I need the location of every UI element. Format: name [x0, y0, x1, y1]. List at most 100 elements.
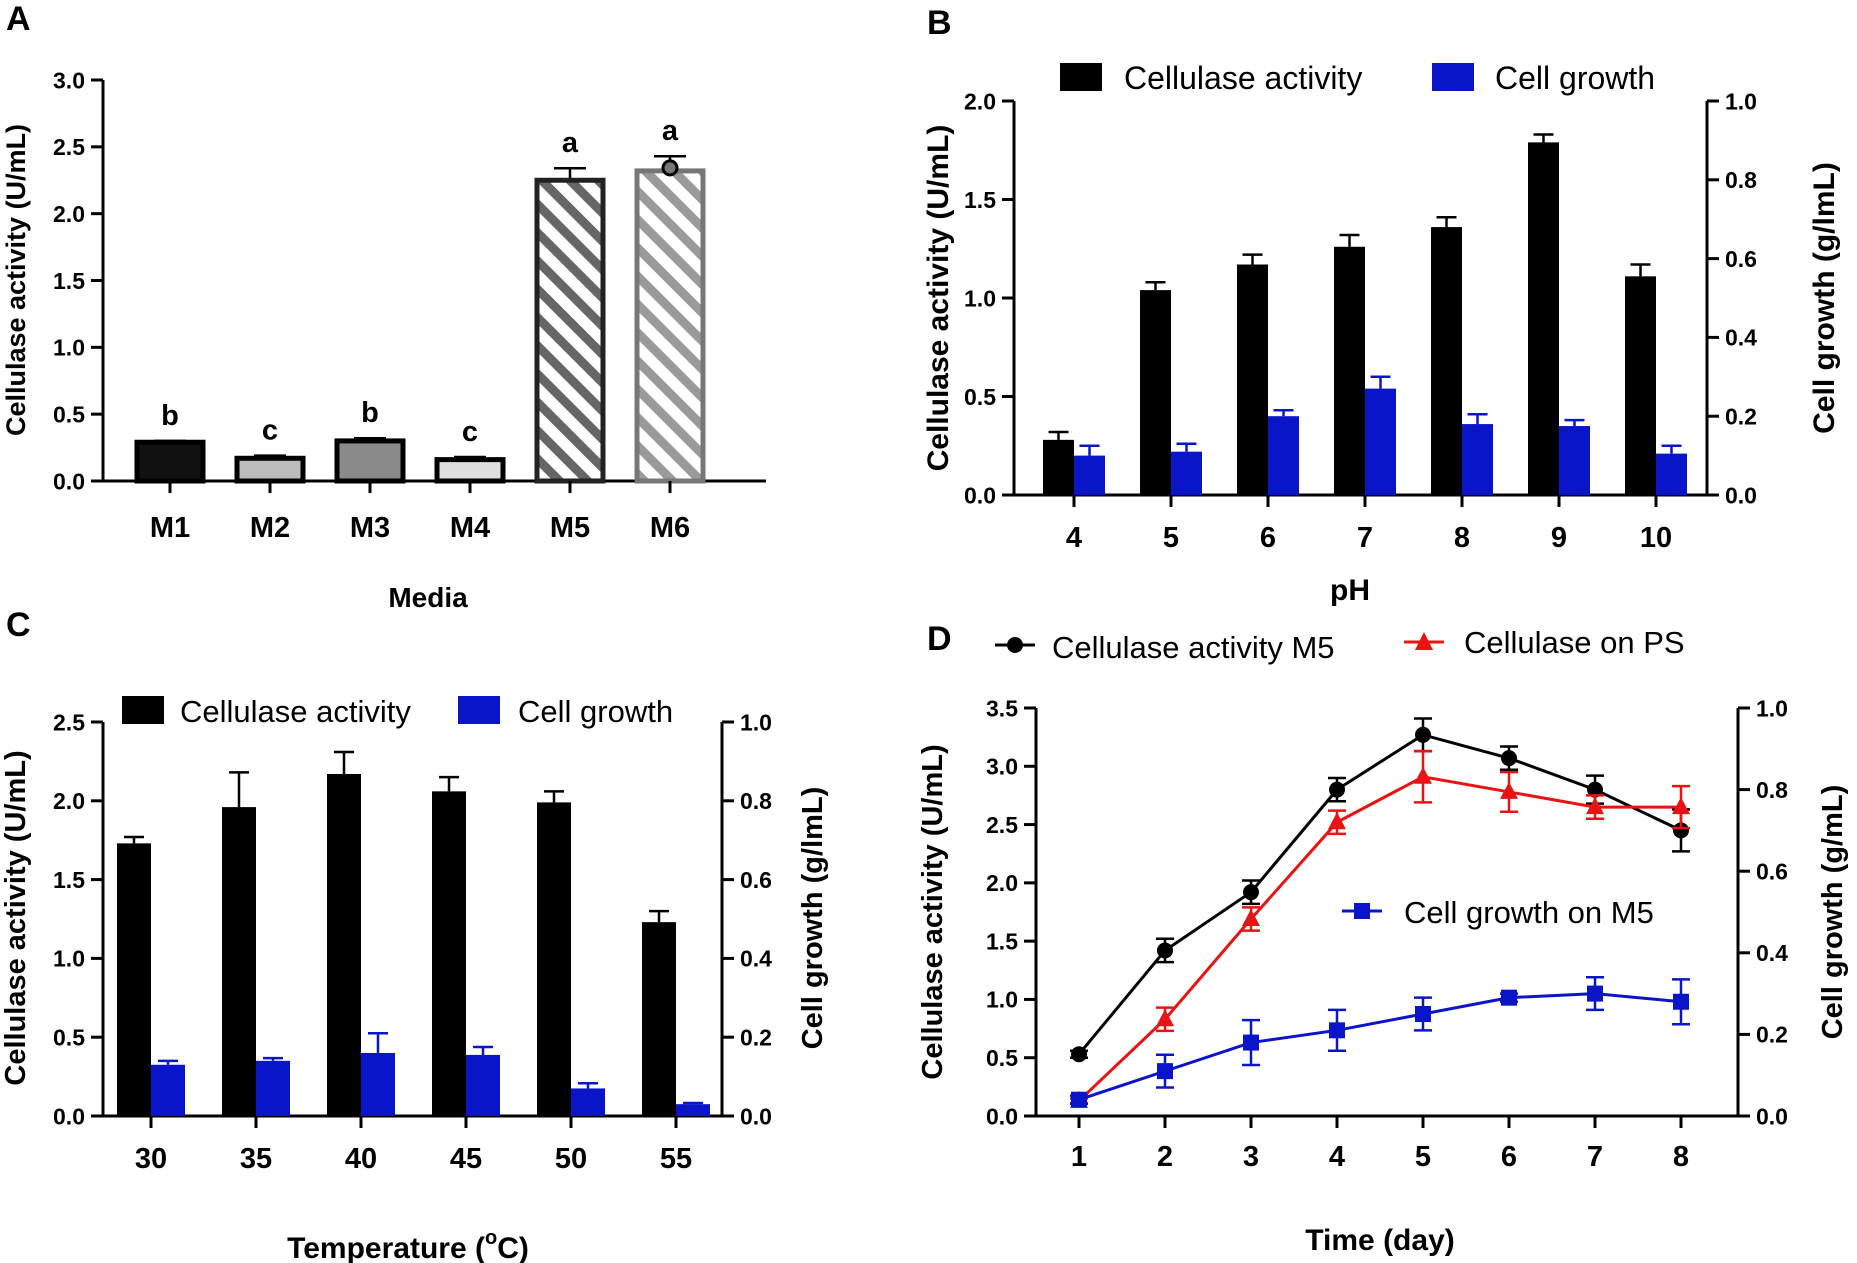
panel-a-bars: b c b c a a: [134, 115, 706, 484]
data-point: [1673, 822, 1689, 839]
data-point: [1071, 1046, 1087, 1063]
data-point: [1071, 1091, 1087, 1108]
x-tick-label: 8: [1454, 522, 1470, 554]
panel-c-bars: [117, 750, 710, 1116]
panel-d-axes: [1034, 708, 1740, 1118]
bar: [234, 455, 306, 484]
y-tick-label: 2.0: [964, 88, 996, 114]
panel-c-legend-label-growth: Cell growth: [518, 694, 673, 729]
data-point: [1242, 908, 1260, 926]
panel-c-chart: 0.0 0.5 1.0 1.5 2.0 2.5 0.0 0.2 0.4 0.6 0.8 1.0 30…: [0, 694, 829, 1263]
data-point: [1328, 812, 1346, 830]
bar: [1528, 142, 1559, 495]
bar: [466, 1054, 500, 1116]
x-tick-label: 6: [1501, 1141, 1517, 1173]
bar: [1237, 264, 1268, 495]
data-point: [1415, 726, 1431, 743]
bar: [151, 1064, 185, 1116]
panel-d-ylabel: Cellulase activity (U/mL): [917, 744, 949, 1079]
panel-d-legend-label-growth: Cell growth on M5: [1404, 895, 1654, 930]
y-tick-label: 3.5: [986, 695, 1018, 721]
panel-b-legend-label-growth: Cell growth: [1495, 60, 1655, 96]
bar: [434, 457, 506, 484]
panel-a-x-ticks: M1 M2 M3 M4 M5 M6: [150, 481, 690, 544]
panel-d-legend-label-ps: Cellulase on PS: [1464, 625, 1685, 660]
x-tick-label: M2: [250, 512, 290, 544]
bar: [537, 802, 571, 1116]
y2-tick-label: 0.6: [1756, 858, 1788, 884]
y-tick-label: 2.5: [53, 134, 85, 160]
x-tick-label: M5: [550, 512, 590, 544]
panel-c-legend: Cellulase activity Cell growth: [122, 694, 673, 729]
series-line: [1077, 775, 1681, 1102]
y-tick-label: 0.5: [53, 1024, 85, 1050]
y2-tick-label: 0.2: [1725, 403, 1757, 429]
y-tick-label: 1.5: [53, 268, 85, 294]
panel-d-legend-marker-ps: [1415, 632, 1433, 650]
x-tick-label: 30: [135, 1143, 167, 1175]
x-tick-label: 7: [1357, 522, 1373, 554]
y-tick-label: 0.5: [53, 401, 85, 427]
y-tick-label: 3.0: [986, 754, 1018, 780]
panel-b-y2-ticks: 0.0 0.2 0.4 0.6 0.8 1.0: [1707, 88, 1757, 508]
panel-c-xlabel-end: C): [497, 1232, 529, 1263]
y2-tick-label: 0.0: [740, 1103, 772, 1129]
data-point: [1157, 1063, 1173, 1080]
y2-tick-label: 0.6: [740, 867, 772, 893]
panel-b-bars: [1043, 133, 1687, 495]
series-line: [1077, 733, 1682, 1056]
y2-tick-label: 1.0: [740, 709, 772, 735]
data-point: [1243, 1034, 1259, 1051]
y-tick-label: 1.5: [964, 187, 996, 213]
x-tick-label: 6: [1260, 522, 1276, 554]
bar: [334, 438, 406, 484]
panel-b-legend-swatch-cellulase: [1060, 63, 1102, 91]
bar: [361, 1052, 395, 1116]
bar: [134, 439, 206, 484]
panel-c-x-ticks: 30 35 40 45 50 55: [135, 1116, 692, 1175]
panel-label-a: A: [6, 0, 31, 38]
panel-b-x-ticks: 4 5 6 7 8 9 10: [1066, 495, 1672, 554]
panel-a-ylabel: Cellulase activity (U/mL): [1, 124, 31, 436]
bar: [1268, 416, 1299, 495]
panel-d-y2label: Cell growth (g/mL): [1817, 785, 1849, 1040]
y2-tick-label: 0.4: [1725, 325, 1757, 351]
y-tick-label: 3.0: [53, 67, 85, 93]
bar: [534, 177, 606, 484]
panel-b-legend-label-cellulase: Cellulase activity: [1124, 60, 1362, 96]
panel-d-xlabel: Time (day): [1305, 1224, 1455, 1257]
y-tick-label: 0.5: [986, 1045, 1018, 1071]
panel-b-y2label: Cell growth (g/lmL): [1808, 162, 1841, 434]
panel-c-ylabel: Cellulase activity (U/mL): [0, 750, 32, 1085]
y-tick-label: 0.0: [53, 468, 85, 494]
panel-d-legend: Cellulase activity M5 Cellulase on PS Ce…: [995, 625, 1685, 930]
bar: [1074, 455, 1105, 495]
y-tick-label: 0.0: [964, 482, 996, 508]
bar: [676, 1104, 710, 1116]
panel-b-y-ticks: 0.0 0.5 1.0 1.5 2.0: [964, 88, 1014, 508]
x-tick-label: 45: [450, 1143, 482, 1175]
data-point: [1157, 942, 1173, 959]
panel-b-xlabel: pH: [1330, 574, 1370, 607]
panel-a-y-ticks: 0.0 0.5 1.0 1.5 2.0 2.5 3.0: [53, 67, 103, 494]
x-tick-label: 5: [1415, 1141, 1431, 1173]
y-tick-label: 1.5: [986, 928, 1018, 954]
y2-tick-label: 0.0: [1725, 482, 1757, 508]
bar: [1559, 426, 1590, 495]
x-tick-label: 35: [240, 1143, 272, 1175]
y2-tick-label: 1.0: [1756, 695, 1788, 721]
panel-label-d: D: [927, 620, 952, 658]
y2-tick-label: 0.2: [740, 1024, 772, 1050]
y2-tick-label: 0.4: [740, 946, 772, 972]
y2-tick-label: 0.2: [1756, 1022, 1788, 1048]
bar: [571, 1088, 605, 1116]
data-point: [661, 159, 679, 177]
bar: [1365, 388, 1396, 495]
panel-d-y-ticks: 0.0 0.5 1.0 1.5 2.0 2.5 3.0 3.5: [986, 695, 1036, 1129]
data-point: [1156, 1009, 1174, 1027]
panel-c-axes: [101, 722, 724, 1118]
x-tick-label: 55: [660, 1143, 692, 1175]
panel-label-c: C: [6, 606, 31, 644]
